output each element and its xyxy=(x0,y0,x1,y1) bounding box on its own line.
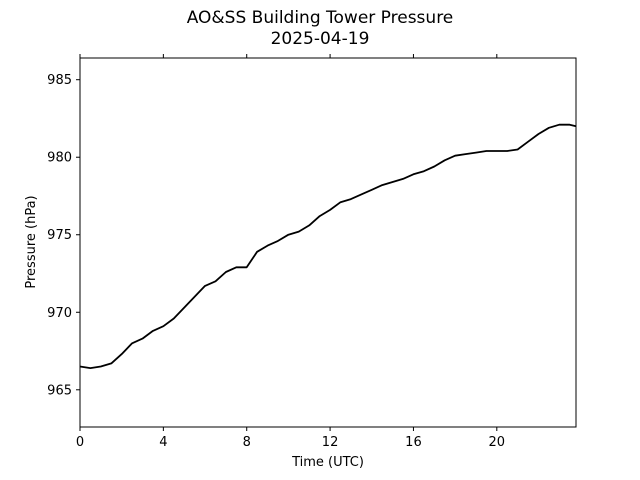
y-tick-label: 970 xyxy=(47,306,72,321)
x-tick-label: 8 xyxy=(243,435,251,450)
plot-frame xyxy=(79,57,577,428)
chart-subtitle: 2025-04-19 xyxy=(270,29,370,49)
pressure-series-line xyxy=(79,123,577,369)
x-tick-label: 12 xyxy=(322,435,339,450)
x-tick-label: 4 xyxy=(159,435,167,450)
y-tick-label: 965 xyxy=(47,383,72,398)
x-tick-label: 0 xyxy=(76,435,84,450)
x-axis-label: Time (UTC) xyxy=(291,455,364,470)
y-tick-label: 980 xyxy=(47,151,72,166)
x-tick-label: 20 xyxy=(489,435,506,450)
y-tick-label: 985 xyxy=(47,73,72,88)
x-tick-label: 16 xyxy=(405,435,422,450)
y-tick-label: 975 xyxy=(47,228,72,243)
y-axis-label: Pressure (hPa) xyxy=(24,195,39,288)
chart-title: AO&SS Building Tower Pressure xyxy=(186,8,454,28)
